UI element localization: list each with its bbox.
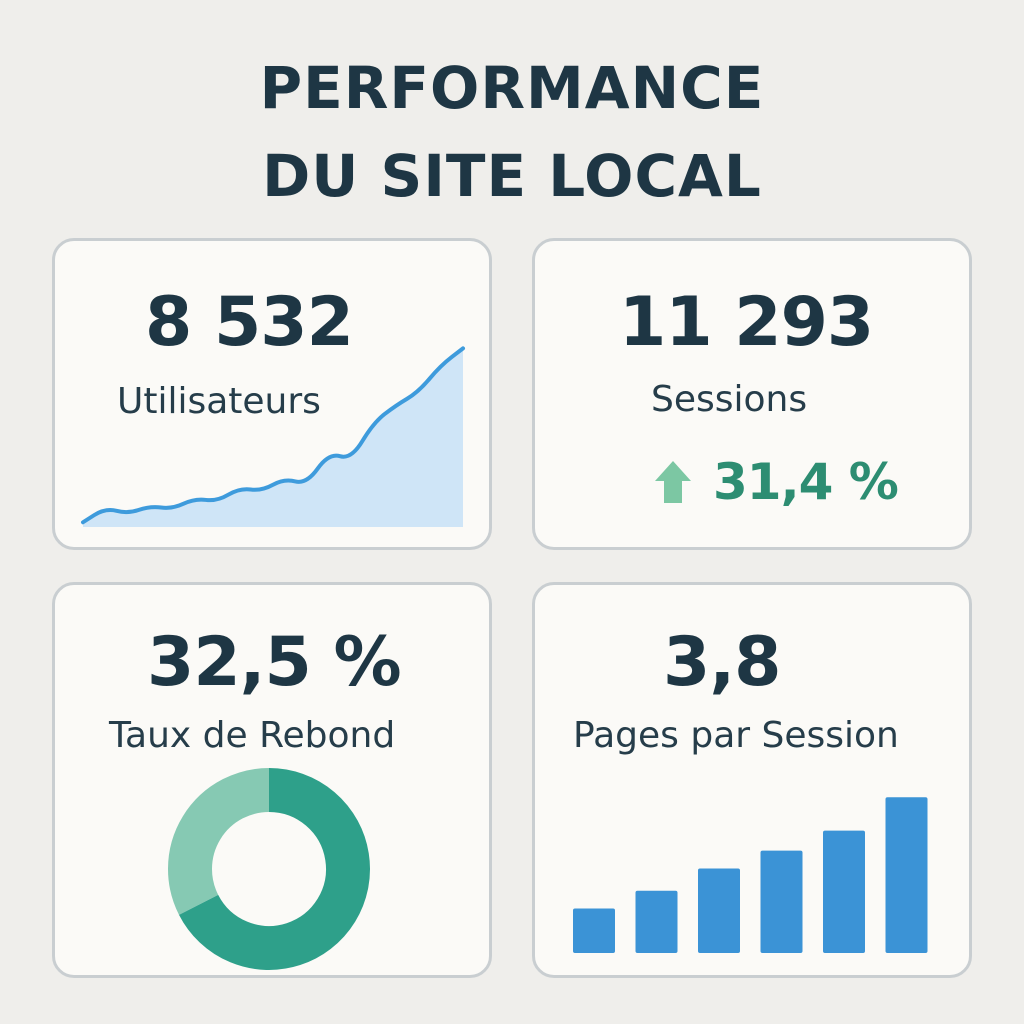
users-area-chart xyxy=(81,346,465,527)
arrow-up-icon xyxy=(655,461,691,503)
bounce-rate-card[interactable]: 32,5 % Taux de Rebond xyxy=(52,582,492,978)
pages-bar-chart xyxy=(573,797,928,953)
users-area-fill xyxy=(83,348,463,527)
page-title: PERFORMANCE DU SITE LOCAL xyxy=(0,44,1024,220)
page-title-line-1: PERFORMANCE xyxy=(259,54,765,122)
page-title-line-2: DU SITE LOCAL xyxy=(262,142,762,210)
pages-bar-6 xyxy=(885,797,928,953)
sessions-trend: 31,4 % xyxy=(651,453,899,511)
sessions-card[interactable]: 11 293 Sessions 31,4 % xyxy=(532,238,972,550)
sessions-value: 11 293 xyxy=(619,283,874,362)
bounce-rate-value: 32,5 % xyxy=(147,623,402,702)
donut-slice-light xyxy=(168,768,270,915)
pages-bar-4 xyxy=(760,850,803,953)
donut-slice-dark xyxy=(179,768,370,970)
users-card[interactable]: 8 532 Utilisateurs xyxy=(52,238,492,550)
sessions-trend-value: 31,4 % xyxy=(713,453,899,511)
bounce-rate-label: Taux de Rebond xyxy=(109,715,396,756)
pages-per-session-value: 3,8 xyxy=(663,623,781,702)
pages-bar-3 xyxy=(698,868,740,953)
sessions-label: Sessions xyxy=(651,379,808,420)
pages-per-session-card[interactable]: 3,8 Pages par Session xyxy=(532,582,972,978)
users-value: 8 532 xyxy=(145,283,354,362)
pages-per-session-label: Pages par Session xyxy=(573,715,899,756)
pages-bar-2 xyxy=(635,890,678,953)
pages-bar-5 xyxy=(823,830,865,953)
users-label: Utilisateurs xyxy=(117,381,321,422)
pages-bar-1 xyxy=(573,908,615,953)
bounce-donut-chart xyxy=(168,768,370,970)
users-series-line xyxy=(81,346,465,525)
